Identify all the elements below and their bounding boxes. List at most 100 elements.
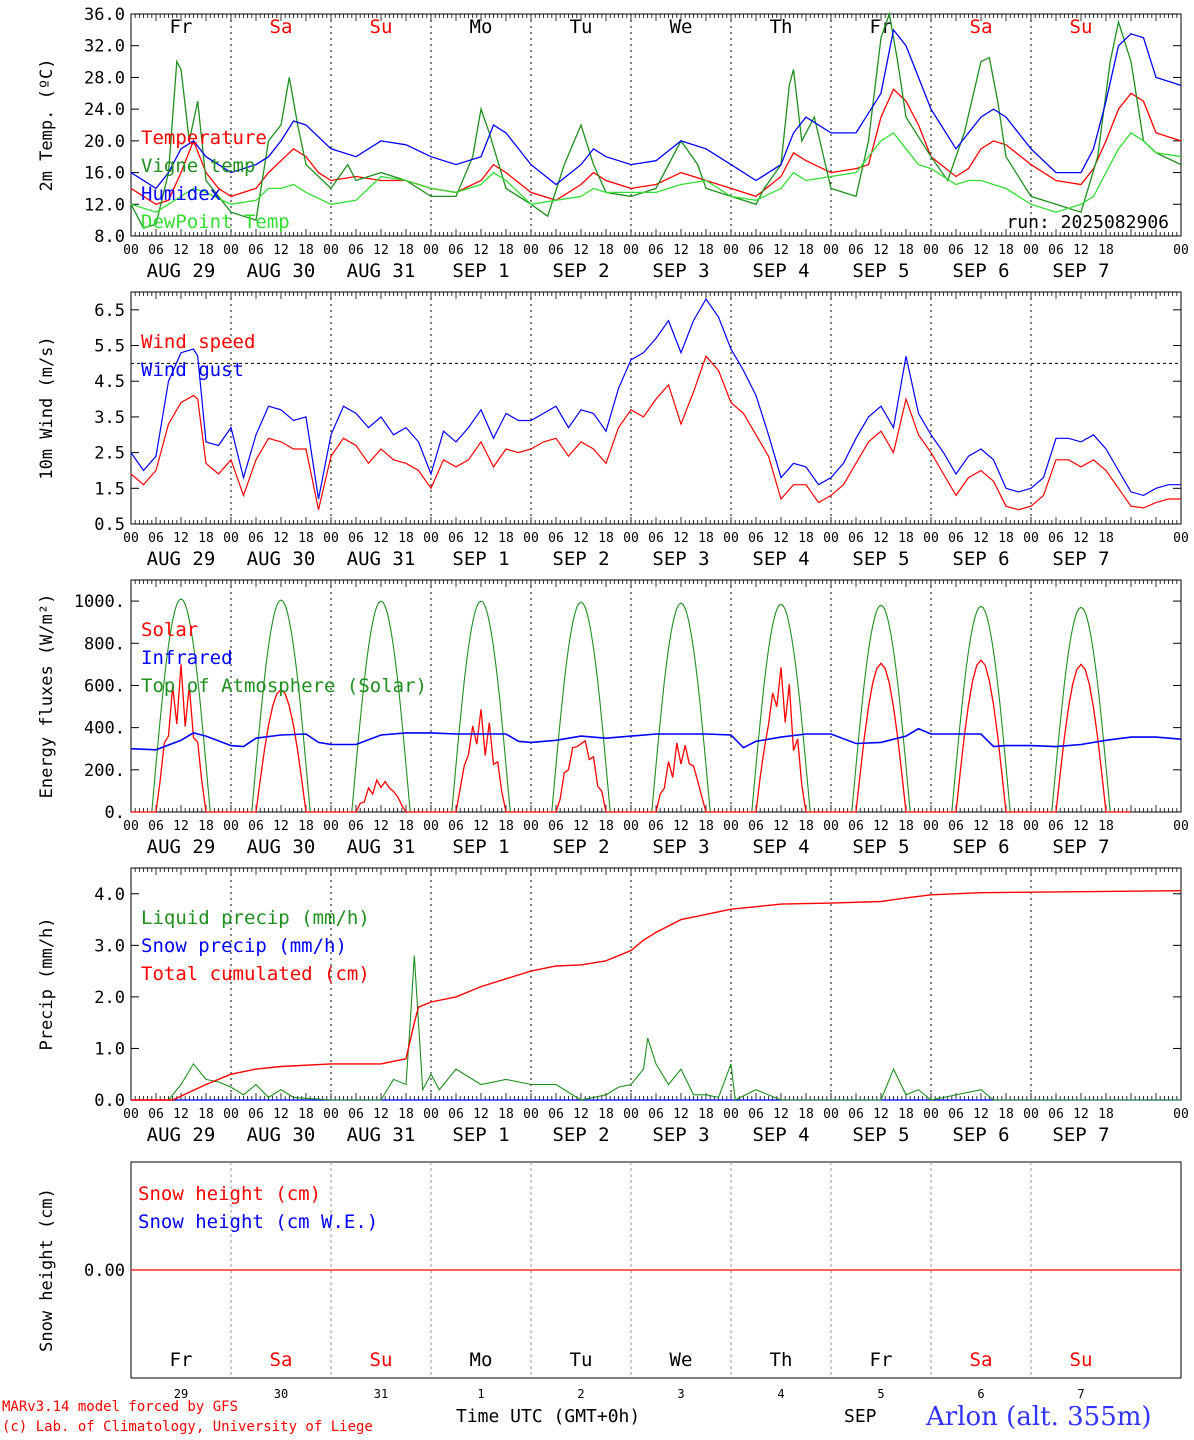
day-number-label: 7	[1077, 1387, 1084, 1401]
series-solar	[131, 659, 1131, 813]
hour-tick-label: 06	[448, 1107, 464, 1122]
date-label: SEP 3	[652, 548, 709, 570]
panel-snow: Snow height (cm) 0.00 Snow height (cm) Snow…	[37, 1161, 1182, 1401]
hour-tick-label: 06	[748, 531, 764, 546]
hour-tick-label: 12	[473, 531, 489, 546]
date-label: SEP 2	[552, 548, 609, 570]
weekday-label: Mo	[470, 16, 493, 38]
legend-entry: Humidex	[141, 183, 221, 205]
hour-tick-label: 00	[323, 819, 339, 834]
hour-tick-label: 00	[123, 243, 139, 258]
y-tick-label: 8.0	[94, 227, 125, 247]
y-tick-label: 800.	[84, 634, 125, 654]
panel-frame	[130, 13, 1182, 237]
y-tick-label: 1.5	[94, 479, 125, 499]
day-number-label: 4	[777, 1387, 784, 1401]
date-label: AUG 30	[247, 548, 316, 570]
station-label: Arlon (alt. 355m)	[926, 1402, 1152, 1432]
hour-tick-label: 18	[1098, 531, 1114, 546]
series-humidex	[130, 28, 1182, 190]
hour-tick-label: 00	[223, 243, 239, 258]
hour-tick-label: 06	[848, 1107, 864, 1122]
hour-tick-label: 00	[1173, 531, 1189, 546]
weekday-label: Fr	[170, 1349, 193, 1371]
weekday-label: Su	[1070, 16, 1093, 38]
hour-tick-label: 12	[673, 531, 689, 546]
date-label: AUG 31	[347, 836, 416, 858]
hour-tick-label: 18	[698, 819, 714, 834]
hour-tick-label: 06	[848, 531, 864, 546]
y-tick-label: 200.	[84, 761, 125, 781]
date-label: SEP 7	[1052, 1124, 1109, 1146]
day-number-label: 6	[977, 1387, 984, 1401]
weekday-label: Sa	[970, 16, 993, 38]
hour-tick-label: 12	[373, 243, 389, 258]
series-infrared	[130, 727, 1182, 751]
date-label: SEP 4	[752, 836, 809, 858]
hour-tick-label: 00	[723, 819, 739, 834]
hour-tick-label: 12	[573, 531, 589, 546]
hour-tick-label: 00	[723, 531, 739, 546]
hour-tick-label: 00	[523, 819, 539, 834]
hour-tick-label: 18	[198, 819, 214, 834]
hour-tick-label: 06	[648, 1107, 664, 1122]
date-label: AUG 30	[247, 1124, 316, 1146]
y-axis-label: 2m Temp. (ºC)	[37, 58, 57, 191]
date-label: AUG 29	[147, 836, 216, 858]
hour-tick-label: 18	[798, 531, 814, 546]
hour-tick-label: 18	[198, 531, 214, 546]
hour-tick-label: 18	[498, 1107, 514, 1122]
legend-entry: DewPoint Temp	[141, 211, 290, 233]
weekday-label: Fr	[870, 1349, 893, 1371]
y-axis-label: 10m Wind (m/s)	[37, 336, 57, 479]
panel-precip: Precip (mm/h) 00 06 12 18 AUG 29 00 06 12 18 AUG 3…	[37, 867, 1189, 1146]
hour-tick-label: 00	[423, 1107, 439, 1122]
date-label: SEP 3	[652, 1124, 709, 1146]
hour-tick-label: 00	[1173, 243, 1189, 258]
hour-tick-label: 18	[598, 1107, 614, 1122]
hour-tick-label: 18	[598, 531, 614, 546]
hour-tick-label: 00	[1023, 1107, 1039, 1122]
hour-tick-label: 06	[1048, 819, 1064, 834]
date-label: SEP 5	[852, 260, 909, 282]
y-tick-label: 2.0	[94, 988, 125, 1008]
y-tick-label: 36.0	[84, 5, 125, 25]
weekday-label: We	[670, 1349, 693, 1371]
y-tick-label: 400.	[84, 719, 125, 739]
hour-tick-label: 00	[1173, 1107, 1189, 1122]
day-number-label: 1	[477, 1387, 484, 1401]
hour-tick-label: 18	[398, 1107, 414, 1122]
hour-tick-label: 00	[723, 1107, 739, 1122]
hour-tick-label: 12	[473, 819, 489, 834]
hour-tick-label: 00	[223, 531, 239, 546]
day-number-label: 31	[374, 1387, 388, 1401]
hour-tick-label: 12	[273, 1107, 289, 1122]
hour-tick-label: 00	[523, 243, 539, 258]
legend-entry: Wind speed	[141, 331, 255, 353]
hour-tick-label: 12	[373, 531, 389, 546]
time-axis-label: Time UTC (GMT+0h)	[456, 1406, 641, 1427]
y-tick-label: 0.0	[94, 1091, 125, 1111]
hour-tick-label: 00	[123, 819, 139, 834]
weekday-label: Fr	[870, 16, 893, 38]
day-number-label: 2	[577, 1387, 584, 1401]
hour-tick-label: 18	[498, 819, 514, 834]
y-tick-label: 5.5	[94, 337, 125, 357]
hour-tick-label: 12	[173, 819, 189, 834]
day-number-label: 30	[274, 1387, 288, 1401]
hour-tick-label: 18	[598, 819, 614, 834]
date-label: AUG 30	[247, 260, 316, 282]
y-tick-label: 32.0	[84, 37, 125, 57]
weekday-label: Th	[770, 1349, 793, 1371]
date-label: SEP 6	[952, 1124, 1009, 1146]
series-vigne-temp	[130, 11, 1182, 229]
hour-tick-label: 00	[323, 1107, 339, 1122]
legend-entry: Snow precip (mm/h)	[141, 935, 347, 957]
hour-tick-label: 18	[498, 243, 514, 258]
y-tick-label: 2.5	[94, 444, 125, 464]
day-number-label: 5	[877, 1387, 884, 1401]
hour-tick-label: 12	[773, 243, 789, 258]
hour-tick-label: 00	[223, 819, 239, 834]
hour-tick-label: 00	[623, 531, 639, 546]
hour-tick-label: 12	[1073, 1107, 1089, 1122]
